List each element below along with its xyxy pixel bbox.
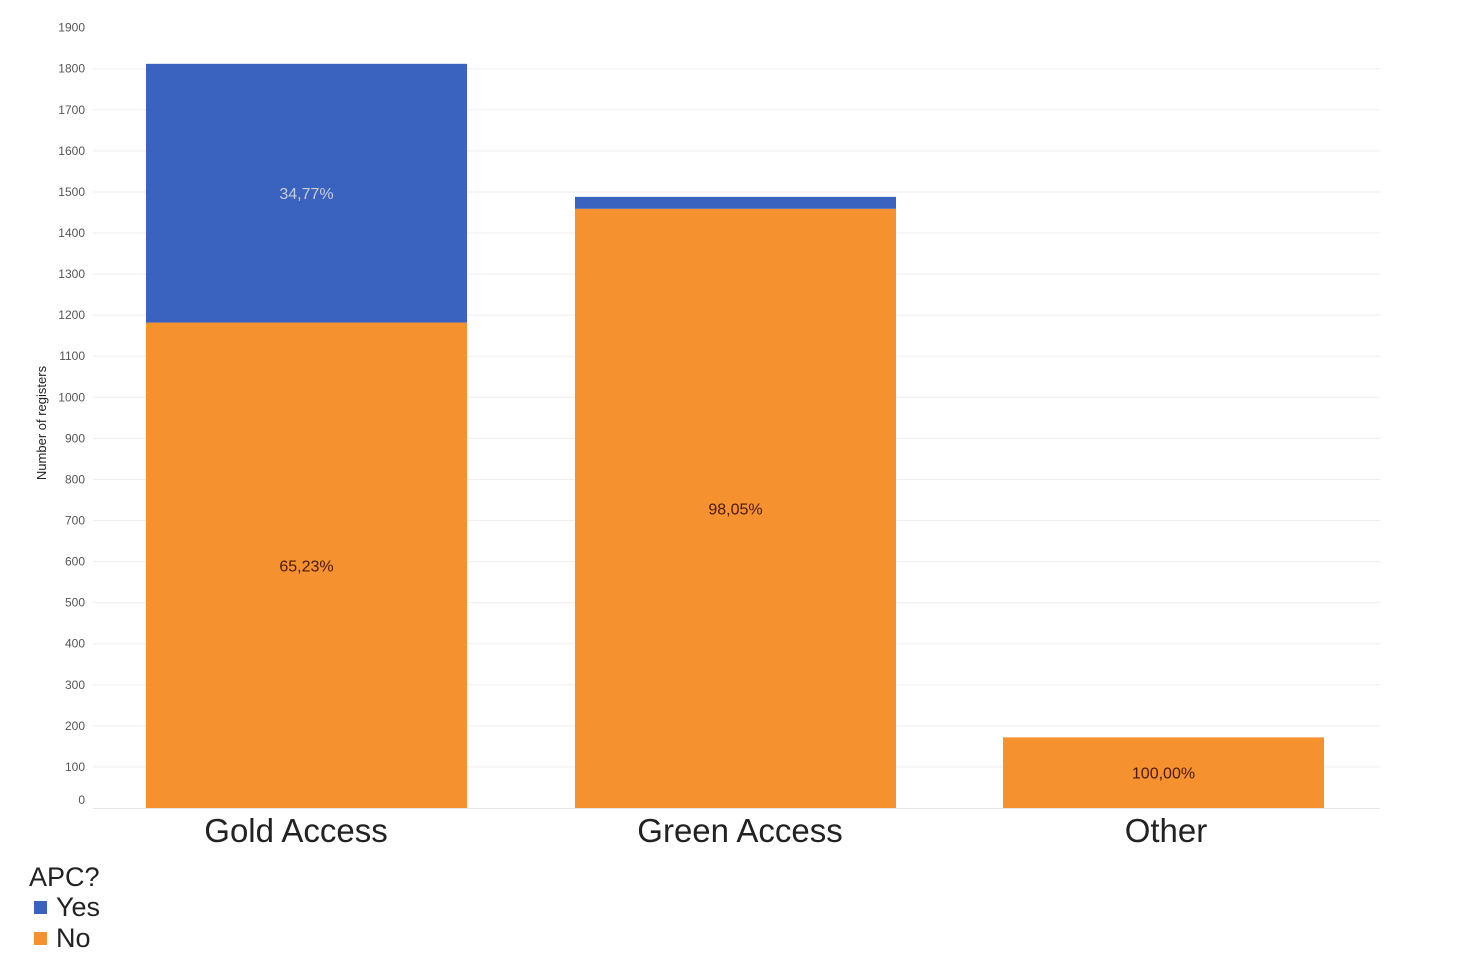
legend-item-no[interactable]: No — [29, 923, 100, 954]
y-tick-label: 1600 — [58, 144, 85, 158]
y-tick-label: 1900 — [58, 21, 85, 35]
bar-yes-gold-access[interactable] — [146, 63, 467, 323]
legend-label-yes: Yes — [56, 892, 101, 922]
legend-title: APC? — [29, 862, 100, 892]
y-tick-label: 600 — [65, 555, 85, 569]
bar-no-gold-access[interactable] — [146, 322, 467, 808]
data-label: 98,05% — [708, 501, 762, 518]
y-tick-label: 1500 — [58, 185, 85, 199]
legend-item-yes[interactable]: Yes — [29, 892, 100, 923]
data-label: 100,00% — [1132, 766, 1195, 783]
y-tick-label: 800 — [65, 472, 85, 486]
y-tick-label: 1800 — [58, 62, 85, 76]
legend-swatch-no — [34, 932, 47, 945]
y-tick-label: 700 — [65, 514, 85, 528]
y-tick-label: 1700 — [58, 103, 85, 117]
y-tick-label: 400 — [65, 637, 85, 651]
y-tick-label: 900 — [65, 431, 85, 445]
bar-no-green-access[interactable] — [575, 208, 896, 808]
data-label: 65,23% — [279, 558, 333, 575]
y-tick-label: 300 — [65, 678, 85, 692]
legend-label-no: No — [56, 923, 91, 953]
bar-yes-green-access[interactable] — [575, 196, 896, 209]
y-tick-label: 1200 — [58, 308, 85, 322]
y-tick-label: 1000 — [58, 390, 85, 404]
x-tick-label: Gold Access — [204, 812, 387, 849]
y-tick-label: 500 — [65, 596, 85, 610]
data-labels: 65,23% 34,77% 98,05% 100,00% — [279, 186, 1195, 782]
data-label: 34,77% — [279, 186, 333, 203]
legend-swatch-yes — [34, 901, 47, 914]
x-tick-label: Other — [1125, 812, 1208, 849]
legend: APC? Yes No — [29, 862, 100, 954]
y-tick-label: 100 — [65, 760, 85, 774]
bars — [146, 63, 1324, 808]
y-tick-label: 1300 — [58, 267, 85, 281]
y-tick-label: 0 — [78, 793, 85, 807]
x-axis-ticks: Gold Access Green Access Other — [204, 812, 1207, 849]
y-axis-ticks: 0 100 200 300 400 500 600 700 800 900 1000 1100 1200… — [58, 21, 85, 807]
y-axis-label: Number of registers — [34, 365, 49, 480]
y-tick-label: 200 — [65, 719, 85, 733]
y-tick-label: 1100 — [59, 349, 85, 363]
y-tick-label: 1400 — [58, 226, 85, 240]
x-tick-label: Green Access — [637, 812, 842, 849]
bar-no-other[interactable] — [1003, 737, 1324, 808]
